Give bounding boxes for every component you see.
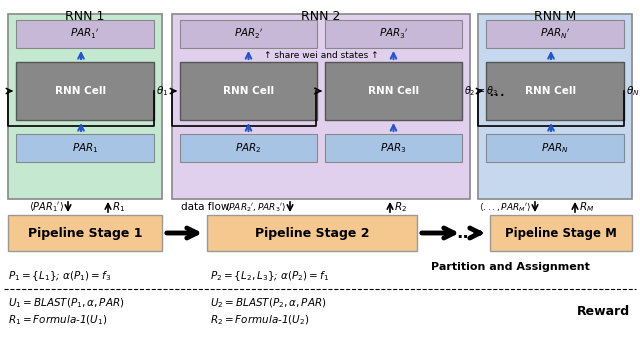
Text: $PAR_1$: $PAR_1$ [72, 141, 99, 155]
Bar [486, 134, 624, 162]
Text: $R_M$: $R_M$ [579, 200, 595, 214]
Bar [325, 62, 462, 120]
Text: RNN 1: RNN 1 [65, 10, 105, 23]
Text: Reward: Reward [577, 305, 630, 318]
Bar [172, 14, 470, 199]
Text: $U_2=$BLAST$(P_2,\alpha,PAR)$: $U_2=$BLAST$(P_2,\alpha,PAR)$ [210, 296, 326, 310]
Bar [8, 14, 162, 199]
Bar [325, 134, 462, 162]
Text: $\langle PAR_2{}^{\prime}, PAR_3{}^{\prime}\rangle$: $\langle PAR_2{}^{\prime}, PAR_3{}^{\pri… [225, 201, 286, 213]
Text: Pipeline Stage M: Pipeline Stage M [505, 227, 617, 239]
Text: RNN M: RNN M [534, 10, 576, 23]
Text: $R_1$: $R_1$ [112, 200, 125, 214]
Text: $PAR_3{^{\prime}}$: $PAR_3{^{\prime}}$ [379, 27, 408, 41]
Text: $R_2$: $R_2$ [394, 200, 407, 214]
Text: $R_2=$Formula-1$(U_2)$: $R_2=$Formula-1$(U_2)$ [210, 313, 309, 327]
Text: $PAR_2$: $PAR_2$ [236, 141, 262, 155]
Text: $P_2=\{L_2,L_3\}$; $\alpha(P_2)=f_1$: $P_2=\{L_2,L_3\}$; $\alpha(P_2)=f_1$ [210, 269, 329, 283]
Text: $PAR_3$: $PAR_3$ [380, 141, 407, 155]
Text: $U_1=$BLAST$(P_1,\alpha,PAR)$: $U_1=$BLAST$(P_1,\alpha,PAR)$ [8, 296, 125, 310]
Text: $R_1=$Formula-1$(U_1)$: $R_1=$Formula-1$(U_1)$ [8, 313, 108, 327]
Text: $\theta_1$: $\theta_1$ [156, 84, 168, 98]
Text: Pipeline Stage 1: Pipeline Stage 1 [28, 227, 142, 239]
Text: Pipeline Stage 2: Pipeline Stage 2 [255, 227, 369, 239]
Text: RNN Cell: RNN Cell [368, 86, 419, 96]
Text: $\theta_2=\theta_3$: $\theta_2=\theta_3$ [464, 84, 499, 98]
Bar [486, 62, 624, 120]
Text: ↑ share wei and states ↑: ↑ share wei and states ↑ [264, 50, 378, 59]
Text: $\langle ...,PAR_M{}^{\prime}\rangle$: $\langle ...,PAR_M{}^{\prime}\rangle$ [479, 201, 531, 213]
Text: $PAR_N$: $PAR_N$ [541, 141, 569, 155]
Text: $PAR_2{^{\prime}}$: $PAR_2{^{\prime}}$ [234, 27, 263, 41]
Bar [490, 215, 632, 251]
Text: $PAR_N{^{\prime}}$: $PAR_N{^{\prime}}$ [540, 27, 570, 41]
Bar [8, 215, 162, 251]
Text: $\theta_N$: $\theta_N$ [626, 84, 639, 98]
Bar [207, 215, 417, 251]
Text: ...: ... [488, 82, 506, 100]
Text: $\langle PAR_1{}^{\prime}\rangle$: $\langle PAR_1{}^{\prime}\rangle$ [29, 200, 64, 214]
Text: $PAR_1{^{\prime}}$: $PAR_1{^{\prime}}$ [70, 27, 100, 41]
Bar [180, 20, 317, 48]
Text: data flow: data flow [181, 202, 229, 212]
Bar [16, 20, 154, 48]
Text: ...: ... [456, 224, 476, 242]
Bar [180, 62, 317, 120]
Text: Partition and Assignment: Partition and Assignment [431, 262, 590, 272]
Text: RNN Cell: RNN Cell [223, 86, 274, 96]
Bar [16, 134, 154, 162]
Bar [478, 14, 632, 199]
Text: RNN Cell: RNN Cell [56, 86, 107, 96]
Bar [486, 20, 624, 48]
Text: $P_1=\{L_1\}$; $\alpha(P_1)=f_3$: $P_1=\{L_1\}$; $\alpha(P_1)=f_3$ [8, 269, 111, 283]
Bar [180, 134, 317, 162]
Text: RNN 2: RNN 2 [301, 10, 340, 23]
Text: RNN Cell: RNN Cell [525, 86, 577, 96]
Bar [325, 20, 462, 48]
Bar [16, 62, 154, 120]
